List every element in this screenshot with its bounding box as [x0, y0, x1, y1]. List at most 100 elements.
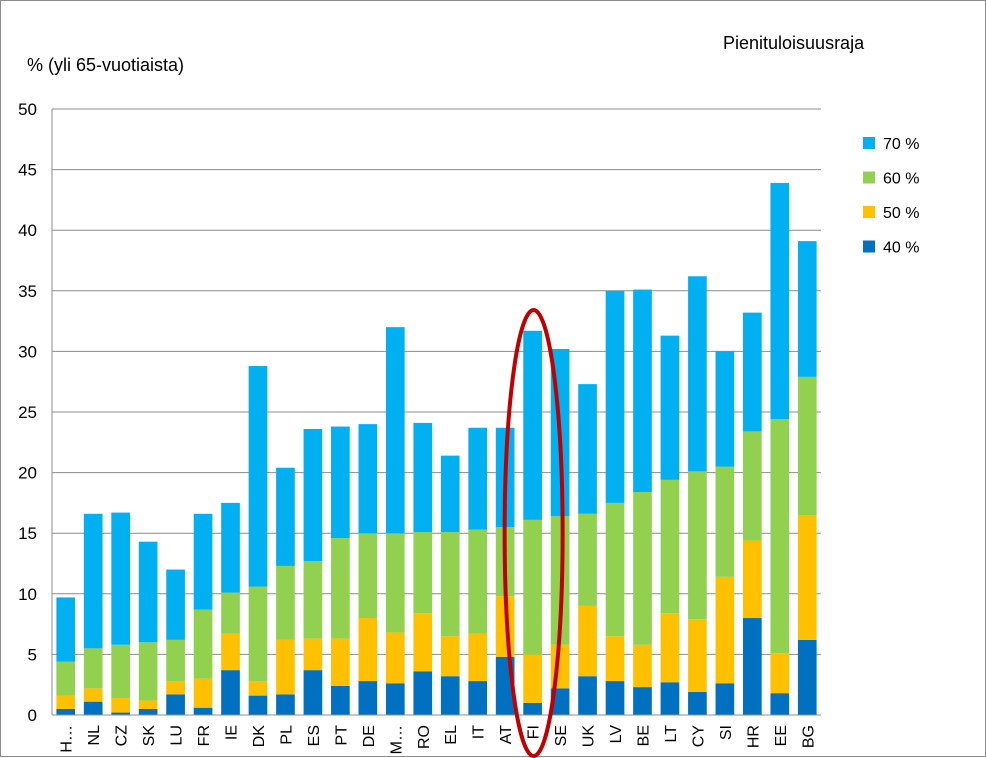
bar-DE-40 — [358, 681, 378, 715]
x-tick-label: IT — [471, 725, 488, 739]
bar-BE-40 — [633, 687, 652, 715]
legend-swatch — [863, 171, 875, 184]
bar-LV-40 — [605, 681, 625, 715]
bar-RO-60 — [413, 531, 433, 614]
bar-IE-50 — [221, 633, 240, 671]
bar-PL-70 — [276, 467, 295, 566]
bar-UK-40 — [578, 676, 597, 715]
bar-DE-70 — [358, 424, 378, 534]
bar-H…-60 — [56, 661, 76, 696]
bar-IT-60 — [468, 529, 488, 634]
bar-PT-50 — [331, 638, 350, 686]
y-tick-label: 30 — [18, 342, 37, 361]
y-tick-label: 10 — [18, 585, 37, 604]
x-tick-label: CZ — [114, 725, 131, 747]
bar-SI-60 — [715, 466, 735, 577]
x-tick-label: HR — [745, 725, 762, 748]
bar-EE-50 — [770, 653, 790, 694]
bar-UK-70 — [578, 384, 597, 514]
y-axis-label: % (yli 65-vuotiaista) — [27, 55, 184, 75]
x-tick-label: IE — [224, 725, 241, 740]
y-tick-label: 20 — [18, 464, 37, 483]
bar-CY-60 — [688, 471, 707, 620]
x-tick-label: DK — [251, 725, 268, 748]
bar-UK-50 — [578, 605, 597, 677]
bar-EE-40 — [770, 693, 790, 715]
x-tick-label: EE — [773, 725, 790, 746]
x-tick-label: FR — [196, 725, 213, 746]
bar-CY-40 — [688, 691, 707, 715]
bar-PL-60 — [276, 565, 295, 640]
x-tick-label: LU — [169, 725, 186, 745]
x-tick-label: DE — [361, 725, 378, 747]
bar-H…-50 — [56, 695, 76, 709]
bar-EE-70 — [770, 182, 790, 420]
x-tick-label: SI — [718, 725, 735, 740]
bar-IE-70 — [221, 502, 240, 593]
x-tick-label: RO — [416, 725, 433, 749]
bar-PL-40 — [276, 694, 295, 715]
y-tick-label: 25 — [18, 403, 37, 422]
bar-LV-60 — [605, 502, 625, 637]
bar-EL-40 — [440, 676, 460, 715]
bar-M…-70 — [385, 327, 405, 534]
legend-label: 70 % — [883, 136, 919, 153]
x-tick-label: NL — [86, 725, 103, 746]
bar-SI-50 — [715, 576, 735, 684]
bar-CZ-40 — [111, 712, 130, 715]
bar-BE-60 — [633, 491, 652, 645]
bar-DK-70 — [248, 365, 268, 587]
legend-label: 60 % — [883, 171, 919, 188]
x-tick-label: M… — [388, 725, 405, 754]
bar-M…-40 — [385, 683, 405, 715]
x-tick-label: FI — [526, 725, 543, 739]
bar-ES-40 — [303, 670, 323, 715]
bar-NL-40 — [83, 701, 103, 715]
bar-FI-70 — [523, 330, 542, 520]
bar-IE-60 — [221, 592, 240, 634]
bar-M…-60 — [385, 533, 405, 633]
bar-LV-50 — [605, 636, 625, 682]
bar-HR-70 — [743, 312, 762, 432]
bar-FR-40 — [193, 707, 213, 715]
bar-H…-40 — [56, 708, 76, 715]
bar-LT-60 — [660, 479, 680, 614]
bar-EL-70 — [440, 455, 460, 532]
bar-H…-70 — [56, 597, 76, 662]
bar-BG-40 — [797, 639, 817, 715]
bar-HR-60 — [743, 431, 762, 541]
bar-BE-50 — [633, 644, 652, 688]
bar-DE-50 — [358, 618, 378, 682]
bar-IT-50 — [468, 633, 488, 682]
bar-BG-60 — [797, 376, 817, 516]
x-tick-label: ES — [306, 725, 323, 746]
bar-PT-40 — [331, 685, 350, 715]
legend-swatch — [863, 206, 875, 218]
x-tick-label: LV — [608, 725, 625, 744]
bars — [56, 182, 817, 715]
bar-ES-70 — [303, 428, 323, 562]
y-tick-label: 0 — [28, 706, 37, 725]
bar-FI-50 — [523, 654, 542, 703]
y-tick-label: 5 — [28, 645, 37, 664]
bar-IT-70 — [468, 427, 488, 530]
bar-DE-60 — [358, 533, 378, 619]
bar-NL-70 — [83, 513, 103, 649]
bar-CY-70 — [688, 276, 707, 472]
legend-label: 40 % — [883, 240, 919, 257]
bar-DK-40 — [248, 695, 268, 715]
bar-FR-50 — [193, 678, 213, 708]
bar-LT-70 — [660, 335, 680, 480]
bar-RO-70 — [413, 422, 433, 532]
bar-LU-40 — [166, 694, 185, 715]
bar-EL-50 — [440, 636, 460, 677]
bar-LT-50 — [660, 613, 680, 683]
bar-CZ-60 — [111, 644, 130, 699]
bar-CZ-70 — [111, 512, 130, 645]
bar-SK-50 — [138, 700, 158, 709]
x-tick-label: SE — [553, 725, 570, 746]
legend-title: Pienituloisuusraja — [723, 33, 865, 53]
x-tick-label: PL — [278, 725, 295, 745]
highlight-ellipse — [502, 308, 565, 758]
bar-PT-60 — [331, 538, 350, 639]
